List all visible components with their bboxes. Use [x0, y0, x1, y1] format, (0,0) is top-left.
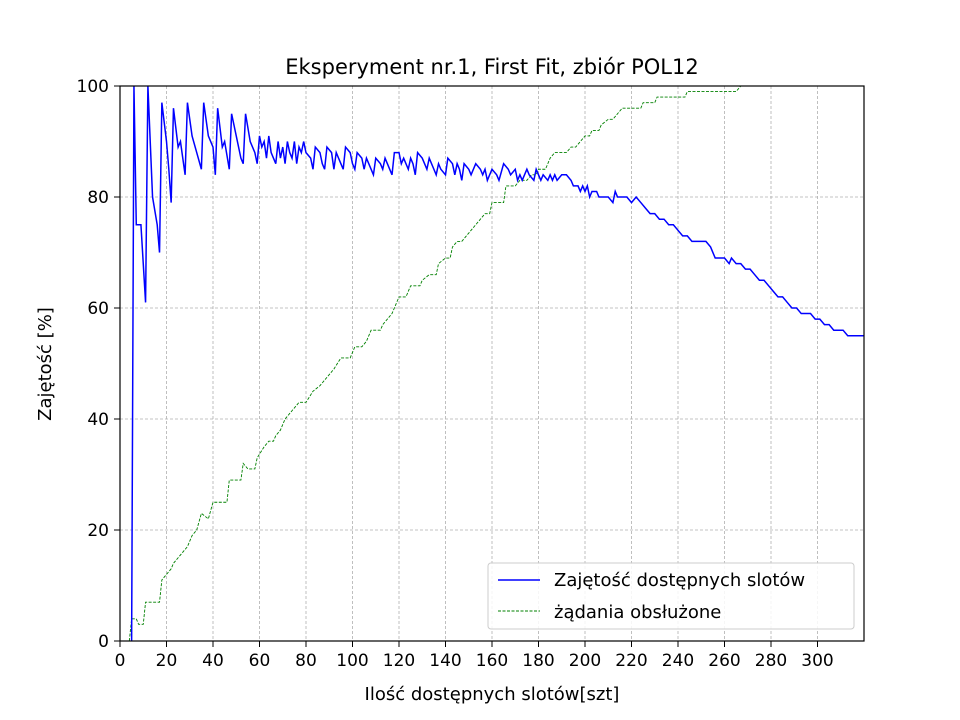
x-tick-label: 280 — [755, 651, 787, 671]
legend: Zajętość dostępnych slotów żądania obsłu… — [487, 562, 855, 630]
x-tick-label: 40 — [202, 651, 224, 671]
x-tick-label: 120 — [383, 651, 415, 671]
x-tick-label: 80 — [295, 651, 317, 671]
y-tick-label: 0 — [98, 632, 109, 652]
x-tick-label: 100 — [336, 651, 368, 671]
y-tick-label: 60 — [87, 299, 109, 319]
series-layer — [128, 86, 864, 641]
series-line-occupancy — [130, 86, 864, 641]
x-tick-label: 300 — [801, 651, 833, 671]
y-tick-label: 40 — [87, 410, 109, 430]
x-tick-label: 240 — [662, 651, 694, 671]
x-axis: 0 20 40 60 80 100 120 140 160 180 200 220 240 260 280 3… — [115, 641, 834, 671]
x-tick-label: 0 — [115, 651, 126, 671]
x-tick-label: 200 — [569, 651, 601, 671]
chart-title: Eksperyment nr.1, First Fit, zbiór POL12 — [285, 55, 698, 79]
x-tick-label: 160 — [476, 651, 508, 671]
grid — [120, 86, 864, 641]
y-tick-label: 80 — [87, 188, 109, 208]
series-line-requests-served — [128, 86, 864, 641]
x-tick-label: 20 — [156, 651, 178, 671]
legend-box — [487, 562, 855, 630]
x-tick-label: 260 — [708, 651, 740, 671]
y-tick-label: 100 — [77, 77, 109, 97]
y-axis-label: Zajętość [%] — [35, 307, 56, 421]
x-axis-label: Ilość dostępnych slotów[szt] — [365, 684, 620, 705]
y-axis: 0 20 40 60 80 100 — [77, 77, 120, 652]
legend-label-occupancy: Zajętość dostępnych slotów — [554, 570, 805, 591]
x-tick-label: 180 — [522, 651, 554, 671]
x-tick-label: 220 — [615, 651, 647, 671]
y-tick-label: 20 — [87, 521, 109, 541]
x-tick-label: 60 — [249, 651, 271, 671]
legend-label-requests: żądania obsłużone — [554, 602, 721, 623]
x-tick-label: 140 — [429, 651, 461, 671]
